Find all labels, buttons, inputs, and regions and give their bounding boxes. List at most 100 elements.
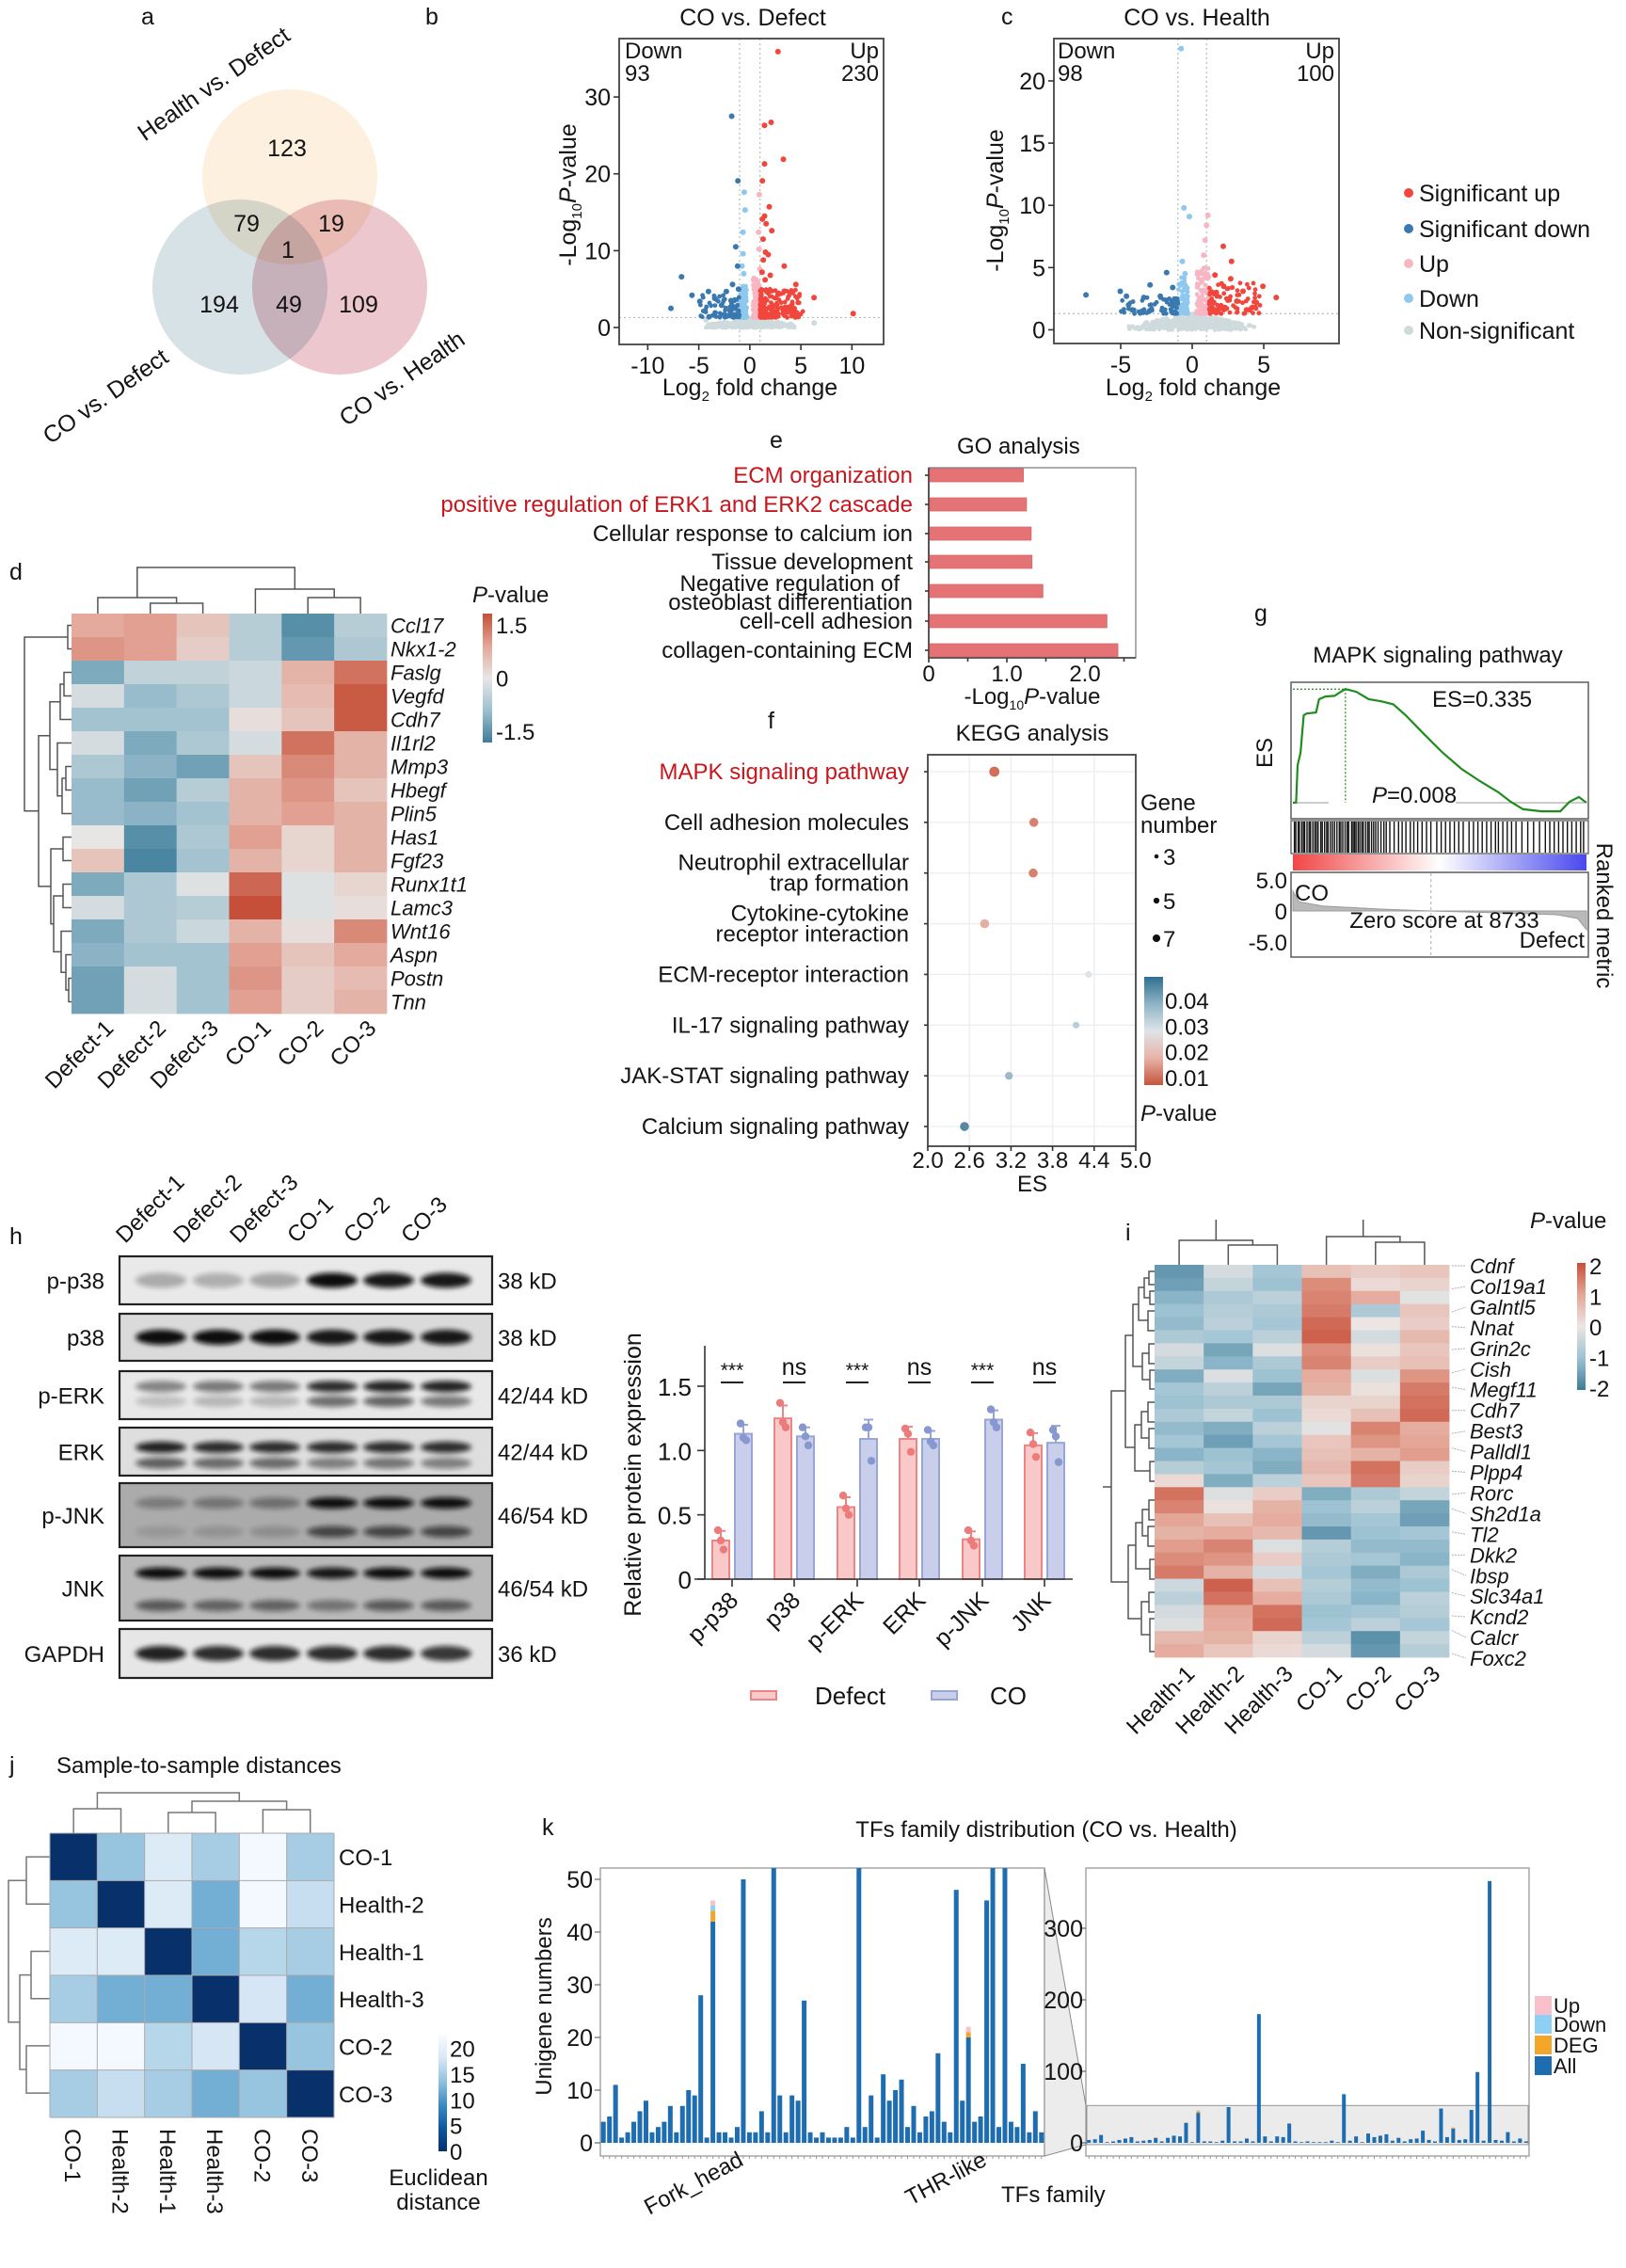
- heatmap-cell: [1155, 1461, 1204, 1475]
- heatmap-cell: [1204, 1605, 1253, 1619]
- point-down: [743, 298, 749, 303]
- heatmap-cell: [1350, 1277, 1401, 1292]
- heatmap-cell: [1399, 1591, 1450, 1605]
- point-sig-up: [781, 288, 787, 294]
- heatmap-column-label: CO-2: [1340, 1661, 1396, 1717]
- xlabel-part: -Log: [964, 684, 1009, 710]
- tf-bar-up: [965, 2026, 971, 2033]
- heatmap-cell: [176, 661, 230, 685]
- protein-band: [363, 1396, 414, 1408]
- blot-strip-p-erk: [118, 1369, 494, 1421]
- heatmap-cell: [176, 990, 230, 1014]
- point-sig-up: [759, 287, 765, 293]
- heatmap-cell: [1350, 1447, 1401, 1461]
- point-up: [1203, 270, 1207, 276]
- point-up: [1205, 265, 1211, 271]
- point-sig-up: [1241, 311, 1247, 316]
- panel-label-a: a: [141, 4, 154, 30]
- heatmap-row-label: Col19a1: [1470, 1275, 1547, 1299]
- tf-bar-all: [1366, 2133, 1371, 2143]
- point-ns: [724, 320, 729, 326]
- go-term-label: Cellular response to calcium ion: [593, 521, 913, 547]
- gsea-zero-score-label: Zero score at 8733: [1349, 908, 1538, 934]
- heatmap-cell: [1252, 1474, 1302, 1488]
- ranked-metric-tick-label: 0: [1275, 900, 1287, 925]
- tf-bar-all: [1299, 2142, 1304, 2143]
- heatmap-column-label: Health-1: [154, 2129, 180, 2214]
- heatmap-cell: [1399, 1408, 1450, 1423]
- heatmap-cell: [123, 990, 178, 1014]
- point-sig-down: [703, 307, 709, 312]
- protein-band: [193, 1567, 244, 1579]
- distance-cell: [144, 2022, 193, 2071]
- point-sig-up: [762, 301, 767, 306]
- protein-band: [193, 1525, 244, 1538]
- tf-bar-all: [1335, 2142, 1340, 2143]
- colorbar-tick-label: 20: [450, 2037, 475, 2063]
- heatmap-row-label: Health-2: [339, 1893, 424, 1918]
- panel-j-distance-heatmap: j Sample-to-sample distances CO-1 Health-…: [8, 1752, 488, 2215]
- point-sig-down: [1147, 302, 1153, 308]
- heatmap-row-label: Slc34a1: [1470, 1585, 1545, 1608]
- tf-bar-deg: [965, 2032, 971, 2037]
- point-sig-up: [789, 302, 795, 309]
- data-point-defect: [969, 1541, 979, 1550]
- volcano-b-title: CO vs. Defect: [679, 5, 826, 31]
- point-sig-down: [1161, 296, 1166, 302]
- heatmap-cell: [281, 943, 335, 967]
- x-tick-label: 0: [922, 662, 934, 687]
- bar-co: [984, 1418, 1003, 1580]
- heatmap-cell: [176, 708, 230, 732]
- tf-bar-all: [1432, 2141, 1437, 2143]
- volcano-b-down-label: Down: [625, 39, 682, 64]
- point-up: [1204, 222, 1210, 229]
- heatmap-cell: [281, 990, 335, 1014]
- blot-molecular-weight-label: 38 kD: [498, 1326, 557, 1351]
- point-sig-up: [1234, 298, 1240, 304]
- point-down: [737, 298, 742, 304]
- distance-cell: [191, 1927, 240, 1976]
- heatmap-cell: [1301, 1526, 1352, 1541]
- heatmap-cell: [1252, 1343, 1302, 1357]
- heatmap-cell: [1252, 1644, 1302, 1658]
- point-sig-down: [728, 113, 735, 120]
- heatmap-column-label: CO-1: [59, 2129, 85, 2182]
- heatmap-row-label: CO-1: [339, 1845, 392, 1871]
- heatmap-cell: [1252, 1434, 1302, 1448]
- point-up: [1205, 274, 1211, 280]
- ylabel-italic-p: P: [555, 187, 582, 203]
- heatmap-d-colorbar-title: P-value: [472, 583, 549, 608]
- protein-band: [421, 1525, 471, 1538]
- tf-bar-all: [1444, 2136, 1449, 2143]
- heatmap-cell: [1155, 1487, 1204, 1501]
- heatmap-cell: [281, 637, 335, 662]
- heatmap-cell: [1350, 1382, 1401, 1397]
- blot-protein-label: GAPDH: [24, 1642, 104, 1668]
- point-sig-down: [713, 314, 719, 319]
- point-up: [1196, 304, 1201, 310]
- colorbar-tick-label: 0: [1589, 1316, 1602, 1341]
- blot-protein-label: JNK: [62, 1577, 104, 1603]
- point-sig-down: [736, 308, 741, 313]
- data-point-defect: [906, 1447, 916, 1456]
- barcode-frame: [1290, 820, 1589, 854]
- protein-band: [249, 1497, 300, 1509]
- heatmap-cell: [1204, 1369, 1253, 1383]
- go-plot: ECM organization positive regulation of E…: [440, 463, 1137, 687]
- heatmap-row-label: Best3: [1470, 1420, 1523, 1444]
- x-tick-label: 10: [838, 353, 865, 379]
- point-ns: [1203, 326, 1208, 330]
- point-sig-down: [717, 314, 723, 320]
- point-sig-down: [1172, 295, 1178, 301]
- data-point-defect: [1028, 1440, 1038, 1448]
- bar-co: [734, 1432, 753, 1580]
- heatmap-row-label: Galntl5: [1470, 1296, 1536, 1319]
- data-point-defect: [838, 1491, 848, 1500]
- point-sig-up: [1235, 293, 1240, 297]
- point-down: [743, 283, 748, 289]
- tf-bar-all: [746, 2132, 752, 2143]
- heatmap-cell: [1399, 1447, 1450, 1461]
- heatmap-cell: [1155, 1434, 1204, 1448]
- heatmap-cell: [1155, 1356, 1204, 1370]
- row-label-leader-line: [1451, 1326, 1467, 1329]
